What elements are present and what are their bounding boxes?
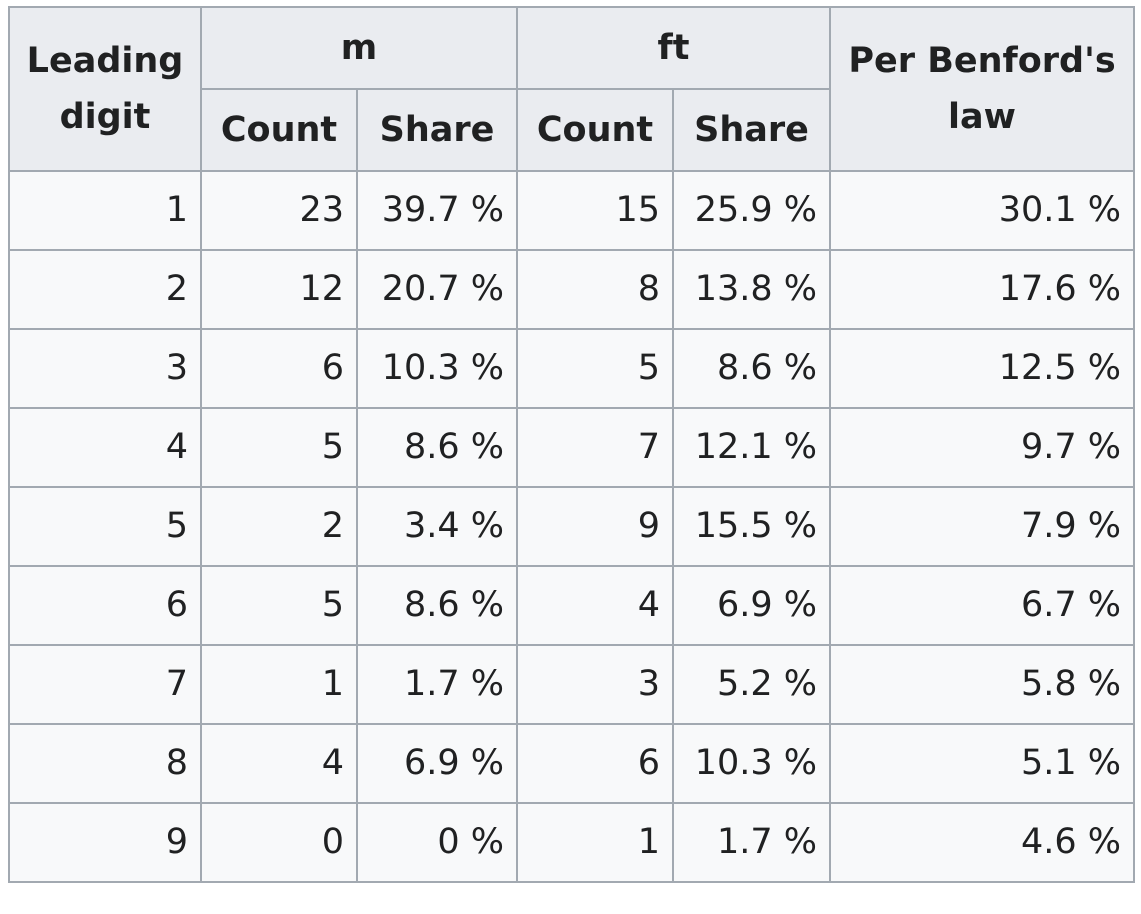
cell-ft-share: 8.6 % [672, 328, 832, 409]
cell-ft-share: 5.2 % [672, 644, 832, 725]
cell-m-count: 2 [200, 486, 358, 567]
cell-ft-share: 25.9 % [672, 170, 832, 251]
cell-ft-count: 5 [516, 328, 675, 409]
cell-m-count: 5 [200, 407, 358, 488]
cell-ft-share: 1.7 % [672, 802, 832, 883]
cell-m-count: 6 [200, 328, 358, 409]
table-row: 9 0 0 % 1 1.7 % 4.6 % [8, 802, 1136, 883]
cell-digit: 6 [8, 565, 202, 646]
cell-digit: 7 [8, 644, 202, 725]
cell-ft-count: 3 [516, 644, 675, 725]
cell-benford: 9.7 % [829, 407, 1136, 488]
cell-ft-count: 4 [516, 565, 675, 646]
cell-digit: 9 [8, 802, 202, 883]
cell-ft-count: 9 [516, 486, 675, 567]
cell-m-share: 20.7 % [355, 249, 519, 330]
cell-ft-share: 15.5 % [672, 486, 832, 567]
table-row: 3 6 10.3 % 5 8.6 % 12.5 % [8, 328, 1136, 409]
cell-m-share: 10.3 % [355, 328, 519, 409]
cell-m-count: 0 [200, 802, 358, 883]
cell-m-count: 4 [200, 723, 358, 804]
header-m-count: Count [200, 88, 358, 172]
table-row: 7 1 1.7 % 3 5.2 % 5.8 % [8, 644, 1136, 725]
table-row: 8 4 6.9 % 6 10.3 % 5.1 % [8, 723, 1136, 804]
cell-m-count: 5 [200, 565, 358, 646]
cell-ft-share: 6.9 % [672, 565, 832, 646]
header-leading-digit: Leading digit [8, 6, 202, 172]
cell-benford: 5.8 % [829, 644, 1136, 725]
cell-digit: 5 [8, 486, 202, 567]
cell-m-count: 12 [200, 249, 358, 330]
cell-m-share: 0 % [355, 802, 519, 883]
header-ft-share: Share [672, 88, 832, 172]
cell-digit: 4 [8, 407, 202, 488]
header-ft-count: Count [516, 88, 675, 172]
cell-benford: 5.1 % [829, 723, 1136, 804]
cell-benford: 4.6 % [829, 802, 1136, 883]
cell-ft-count: 8 [516, 249, 675, 330]
benford-comparison-table: Leading digit m ft Per Benford's law Cou… [8, 6, 1136, 883]
cell-digit: 2 [8, 249, 202, 330]
header-row-sub: Count Share Count Share [9, 88, 1134, 172]
cell-ft-share: 12.1 % [672, 407, 832, 488]
cell-benford: 30.1 % [829, 170, 1136, 251]
cell-m-share: 39.7 % [355, 170, 519, 251]
header-m-share: Share [355, 88, 519, 172]
header-row-top: Leading digit m ft Per Benford's law [8, 6, 1136, 172]
cell-ft-count: 7 [516, 407, 675, 488]
header-benford: Per Benford's law [829, 6, 1136, 172]
cell-benford: 12.5 % [829, 328, 1136, 409]
cell-m-share: 8.6 % [355, 407, 519, 488]
table-row: 6 5 8.6 % 4 6.9 % 6.7 % [8, 565, 1136, 646]
cell-benford: 17.6 % [829, 249, 1136, 330]
table-row: 1 23 39.7 % 15 25.9 % 30.1 % [8, 170, 1136, 251]
cell-m-count: 23 [200, 170, 358, 251]
cell-digit: 1 [8, 170, 202, 251]
cell-benford: 7.9 % [829, 486, 1136, 567]
cell-m-share: 6.9 % [355, 723, 519, 804]
cell-ft-count: 15 [516, 170, 675, 251]
table-row: 4 5 8.6 % 7 12.1 % 9.7 % [8, 407, 1136, 488]
cell-m-share: 8.6 % [355, 565, 519, 646]
header-m: m [199, 6, 519, 90]
header-ft: ft [516, 6, 832, 90]
cell-benford: 6.7 % [829, 565, 1136, 646]
cell-ft-share: 13.8 % [672, 249, 832, 330]
cell-m-count: 1 [200, 644, 358, 725]
cell-digit: 8 [8, 723, 202, 804]
cell-ft-count: 6 [516, 723, 675, 804]
cell-ft-count: 1 [516, 802, 675, 883]
table-row: 2 12 20.7 % 8 13.8 % 17.6 % [8, 249, 1136, 330]
cell-m-share: 1.7 % [355, 644, 519, 725]
cell-digit: 3 [8, 328, 202, 409]
cell-m-share: 3.4 % [355, 486, 519, 567]
cell-ft-share: 10.3 % [672, 723, 832, 804]
table-row: 5 2 3.4 % 9 15.5 % 7.9 % [8, 486, 1136, 567]
